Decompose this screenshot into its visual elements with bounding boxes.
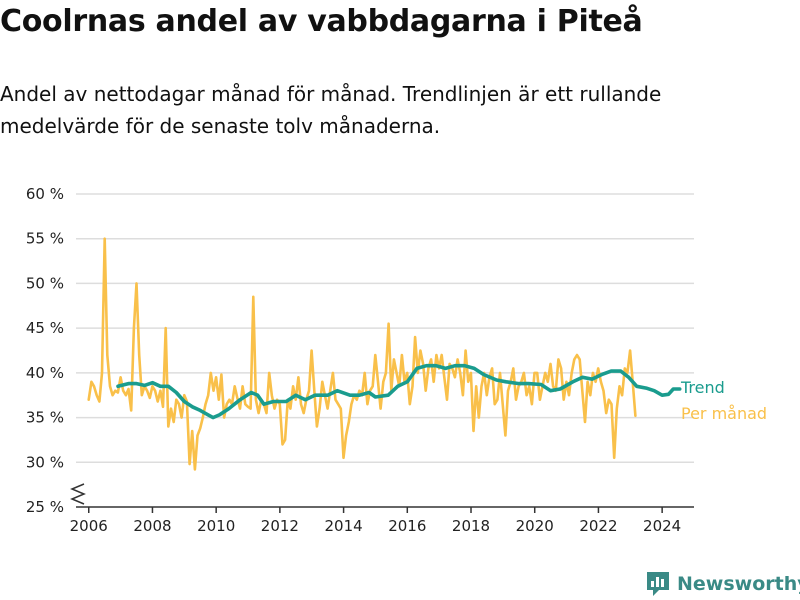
x-tick-label: 2018 (452, 517, 490, 535)
y-tick-label: 60 % (26, 185, 64, 203)
x-tick-label: 2016 (388, 517, 426, 535)
x-tick-label: 2022 (579, 517, 617, 535)
series-line-trend (116, 363, 682, 420)
brand-name: Newsworthy (677, 573, 800, 595)
y-tick-label: 35 % (26, 409, 64, 427)
legend-label-trend: Trend (680, 378, 725, 397)
x-tick-label: 2012 (261, 517, 299, 535)
series-line-per-manad (87, 237, 637, 471)
y-tick-label: 30 % (26, 453, 64, 471)
y-tick-label: 50 % (26, 274, 64, 292)
x-tick-label: 2020 (516, 517, 554, 535)
newsworthy-logo: Newsworthy (645, 568, 800, 600)
series-lines (87, 237, 682, 471)
x-tick-label: 2008 (133, 517, 171, 535)
y-tick-label: 55 % (26, 230, 64, 248)
y-tick-label: 45 % (26, 319, 64, 337)
grid-lines (76, 193, 694, 464)
x-tick-label: 2024 (643, 517, 681, 535)
legend-label-per-manad: Per månad (681, 404, 767, 423)
y-tick-label: 25 % (26, 498, 64, 516)
axes: 25 % 30 % 35 % 40 % 45 % 50 % 55 % 60 % 2006 2008… (26, 185, 694, 535)
x-tick-label: 2014 (324, 517, 362, 535)
newsworthy-logo-icon (647, 572, 669, 596)
series-labels: Trend Per månad (680, 378, 767, 423)
chart-subtitle: Andel av nettodagar månad för månad. Tre… (0, 82, 662, 138)
y-tick-label: 40 % (26, 364, 64, 382)
chart-title: Coolrnas andel av vabbdagarna i Piteå (0, 4, 643, 39)
x-tick-label: 2006 (70, 517, 108, 535)
y-axis-break-marker (70, 483, 86, 505)
x-tick-label: 2010 (197, 517, 235, 535)
